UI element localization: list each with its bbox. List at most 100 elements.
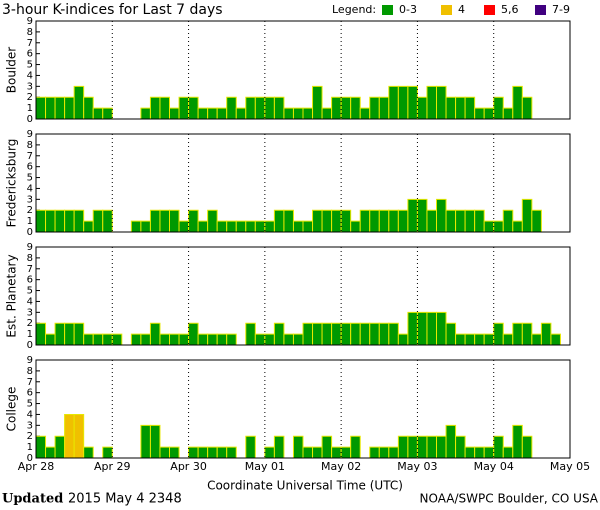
bar: [159, 209, 170, 233]
bar: [302, 446, 314, 459]
bar: [292, 435, 304, 459]
bar: [493, 96, 504, 120]
panel-label: College: [5, 387, 19, 432]
chart-title: 3-hour K-indices for Last 7 days: [2, 2, 223, 18]
legend-label: 7-9: [552, 3, 570, 16]
bar: [474, 107, 485, 120]
bar: [102, 209, 113, 233]
y-tick-label: 9: [27, 16, 33, 27]
bar: [292, 220, 304, 233]
y-tick-label: 0: [27, 340, 33, 351]
bar: [321, 435, 333, 459]
bar: [197, 333, 209, 346]
bar: [512, 85, 523, 120]
y-tick-label: 9: [27, 355, 33, 366]
bar: [455, 209, 466, 233]
bar: [312, 322, 323, 346]
bar: [207, 209, 218, 233]
updated-label: Updated: [2, 492, 63, 507]
bar: [321, 107, 333, 120]
y-tick-label: 6: [27, 49, 33, 60]
y-tick-label: 3: [27, 307, 33, 318]
y-tick-label: 3: [27, 81, 33, 92]
x-tick-label: May 02: [321, 460, 361, 473]
bar: [369, 209, 380, 233]
bar: [245, 435, 256, 459]
y-tick-label: 9: [27, 129, 33, 140]
bar: [35, 322, 47, 346]
x-axis-label: Coordinate Universal Time (UTC): [207, 479, 403, 493]
bar: [512, 424, 523, 459]
bar: [35, 209, 47, 233]
bar: [397, 435, 409, 459]
bar: [207, 446, 218, 459]
bar: [226, 446, 237, 459]
panel: [35, 413, 570, 459]
bar: [302, 322, 314, 346]
bar: [369, 446, 380, 459]
y-tick-label: 6: [27, 388, 33, 399]
y-tick-label: 0: [27, 114, 33, 125]
bar: [92, 209, 104, 233]
bar: [149, 322, 161, 346]
panel: [35, 311, 570, 346]
bar: [245, 322, 256, 346]
bar: [178, 96, 190, 120]
bar: [140, 220, 151, 233]
bar: [283, 209, 294, 233]
bar: [359, 322, 371, 346]
legend-title: Legend:: [332, 3, 376, 16]
y-tick-label: 8: [27, 27, 33, 38]
bar: [378, 322, 390, 346]
y-tick-label: 3: [27, 194, 33, 205]
bar: [64, 96, 75, 120]
legend-swatch: [535, 5, 546, 15]
bar: [64, 209, 75, 233]
bar: [531, 333, 542, 346]
bar: [416, 435, 428, 459]
bar: [35, 96, 47, 120]
bar: [359, 209, 371, 233]
y-tick-label: 5: [27, 399, 33, 410]
bar: [397, 333, 409, 346]
bar: [502, 333, 514, 346]
y-tick-label: 3: [27, 420, 33, 431]
legend-label: 5,6: [501, 3, 519, 16]
bar: [407, 198, 418, 233]
y-tick-label: 5: [27, 173, 33, 184]
bar: [493, 322, 504, 346]
bar: [540, 322, 552, 346]
bar: [321, 322, 333, 346]
bar: [474, 209, 485, 233]
bar: [245, 220, 256, 233]
bar: [283, 333, 294, 346]
bar: [216, 220, 228, 233]
bar: [207, 107, 218, 120]
bar: [312, 446, 323, 459]
bar: [235, 220, 247, 233]
y-tick-label: 1: [27, 103, 33, 114]
bar: [483, 107, 495, 120]
y-tick-label: 0: [27, 453, 33, 464]
y-tick-label: 8: [27, 140, 33, 151]
bar: [464, 209, 476, 233]
bar: [292, 107, 304, 120]
bar: [455, 333, 466, 346]
bar: [483, 446, 495, 459]
bar: [226, 96, 237, 120]
panel-frame: [35, 20, 571, 120]
bar: [197, 107, 209, 120]
y-tick-label: 8: [27, 253, 33, 264]
bar: [502, 107, 514, 120]
bar: [207, 333, 218, 346]
x-tick-label: Apr 28: [18, 460, 55, 473]
y-tick-label: 4: [27, 70, 33, 81]
bar: [245, 96, 256, 120]
bar: [178, 333, 190, 346]
bar: [521, 435, 533, 459]
x-tick-label: May 03: [397, 460, 437, 473]
bar: [169, 333, 180, 346]
bar: [436, 198, 447, 233]
bar: [521, 322, 533, 346]
bar: [54, 322, 66, 346]
